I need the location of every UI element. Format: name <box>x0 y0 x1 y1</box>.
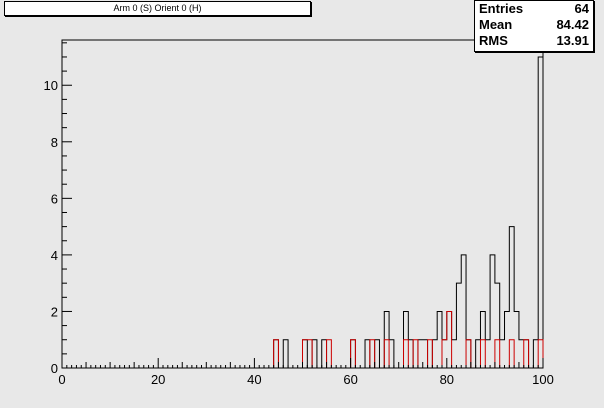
stats-mean-row: Mean 84.42 <box>475 17 593 33</box>
x-tick-label-20: 20 <box>151 372 165 387</box>
series-0-bin-92 <box>505 311 510 368</box>
series-0-bin-88 <box>485 340 490 368</box>
series-1-bin-67 <box>384 340 389 368</box>
x-tick-label-80: 80 <box>440 372 454 387</box>
series-0-bin-68 <box>389 340 394 368</box>
x-tick-label-0: 0 <box>58 372 65 387</box>
y-tick-label-4: 4 <box>51 248 58 263</box>
series-1-bin-73 <box>413 340 418 368</box>
plot-frame <box>61 39 544 369</box>
x-tick-label-60: 60 <box>343 372 357 387</box>
stats-mean-value: 84.42 <box>556 17 589 32</box>
stats-mean-label: Mean <box>479 17 513 32</box>
series-0-bin-91 <box>500 340 505 368</box>
series-0-bin-83 <box>461 255 466 368</box>
series-0-bin-54 <box>322 340 327 368</box>
series-1-bin-80 <box>447 311 452 368</box>
series-0-histogram-line <box>62 56 544 369</box>
series-0-bin-81 <box>452 340 457 368</box>
series-1-bin-87 <box>480 340 485 368</box>
series-0-bin-99 <box>538 57 543 368</box>
stats-box: Entries 64 Mean 84.42 RMS 13.91 <box>474 0 594 52</box>
series-1-bin-51 <box>307 340 312 368</box>
series-1-bin-96 <box>524 340 529 368</box>
series-0-bin-82 <box>456 283 461 368</box>
series-1-bin-84 <box>466 340 471 368</box>
series-1-bin-71 <box>404 340 409 368</box>
series-0-bin-89 <box>490 255 495 368</box>
y-tick-label-0: 0 <box>51 361 58 376</box>
series-1-bin-44 <box>274 340 279 368</box>
series-0-bin-63 <box>365 340 370 368</box>
series-0-bin-94 <box>514 311 519 368</box>
series-1-bin-79 <box>442 340 447 368</box>
y-tick-label-8: 8 <box>51 135 58 150</box>
series-0-bin-98 <box>533 340 538 368</box>
series-0-bin-65 <box>375 340 380 368</box>
series-1-bin-55 <box>327 340 332 368</box>
series-1-bin-64 <box>370 340 375 368</box>
series-0-bin-52 <box>312 340 317 368</box>
series-0-bin-95 <box>519 340 524 368</box>
series-1-bin-99 <box>538 340 543 368</box>
series-0-bin-78 <box>437 311 442 368</box>
x-tick-label-100: 100 <box>532 372 554 387</box>
series-1-bin-90 <box>495 340 500 368</box>
stats-entries-row: Entries 64 <box>475 1 593 17</box>
series-1-bin-60 <box>351 340 356 368</box>
stats-entries-value: 64 <box>574 1 589 16</box>
chart-title: Arm 0 (S) Orient 0 (H) <box>4 1 311 16</box>
stats-rms-row: RMS 13.91 <box>475 33 593 49</box>
series-1-bin-93 <box>509 340 514 368</box>
series-0-bin-46 <box>283 340 288 368</box>
series-0-bin-72 <box>408 340 413 368</box>
x-tick-label-40: 40 <box>247 372 261 387</box>
stats-entries-label: Entries <box>479 1 524 16</box>
stats-rms-label: RMS <box>479 33 508 48</box>
series-1-bin-50 <box>303 340 308 368</box>
y-tick-label-10: 10 <box>44 78 58 93</box>
series-0-bin-86 <box>476 340 481 368</box>
series-0-bin-74 <box>418 340 423 368</box>
stats-rms-value: 13.91 <box>556 33 589 48</box>
series-0-bin-75 <box>423 340 428 368</box>
y-tick-label-2: 2 <box>51 304 58 319</box>
y-tick-label-6: 6 <box>51 191 58 206</box>
series-0-bin-77 <box>432 340 437 368</box>
series-1-bin-76 <box>428 340 433 368</box>
